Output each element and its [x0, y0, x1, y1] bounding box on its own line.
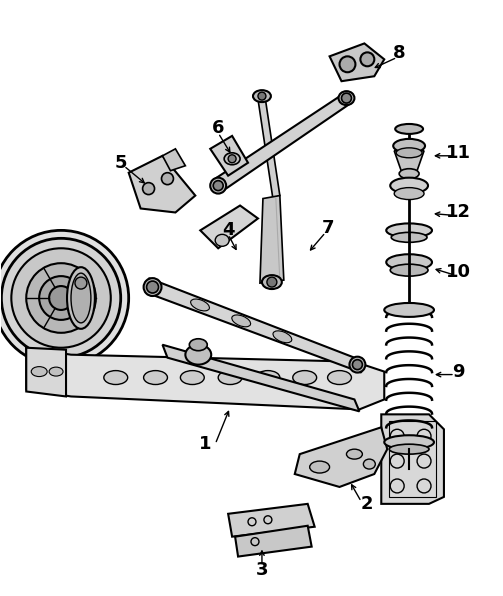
- Ellipse shape: [104, 371, 128, 384]
- Polygon shape: [381, 414, 444, 504]
- Ellipse shape: [395, 124, 423, 134]
- Ellipse shape: [391, 232, 427, 243]
- Polygon shape: [260, 195, 284, 283]
- Circle shape: [267, 277, 277, 287]
- Ellipse shape: [310, 461, 329, 473]
- Ellipse shape: [262, 275, 282, 289]
- Circle shape: [49, 286, 73, 310]
- Ellipse shape: [49, 367, 63, 376]
- Text: 12: 12: [446, 203, 471, 222]
- Ellipse shape: [396, 148, 422, 158]
- Circle shape: [161, 173, 174, 185]
- Circle shape: [12, 249, 111, 347]
- Polygon shape: [162, 149, 186, 170]
- Ellipse shape: [393, 139, 425, 153]
- Text: 3: 3: [256, 561, 268, 579]
- Ellipse shape: [273, 331, 292, 343]
- Polygon shape: [394, 151, 424, 170]
- Ellipse shape: [191, 299, 209, 311]
- Text: 8: 8: [393, 44, 405, 63]
- Circle shape: [75, 277, 87, 289]
- Polygon shape: [26, 347, 384, 409]
- Ellipse shape: [347, 449, 362, 459]
- Text: 5: 5: [115, 154, 127, 172]
- Ellipse shape: [390, 178, 428, 194]
- Circle shape: [143, 182, 154, 194]
- Circle shape: [228, 155, 236, 163]
- Ellipse shape: [386, 224, 432, 237]
- Polygon shape: [210, 136, 248, 176]
- Ellipse shape: [215, 234, 229, 246]
- Text: 9: 9: [453, 362, 465, 381]
- Circle shape: [353, 359, 362, 370]
- Polygon shape: [215, 93, 350, 193]
- Ellipse shape: [224, 153, 240, 164]
- Ellipse shape: [390, 264, 428, 276]
- Ellipse shape: [389, 444, 429, 454]
- Text: 11: 11: [446, 144, 471, 162]
- Text: 10: 10: [446, 263, 471, 281]
- Ellipse shape: [253, 90, 271, 102]
- Polygon shape: [295, 427, 387, 487]
- Ellipse shape: [189, 339, 207, 350]
- Text: 1: 1: [199, 435, 211, 453]
- Circle shape: [2, 238, 121, 358]
- Text: 2: 2: [361, 495, 374, 513]
- Ellipse shape: [181, 371, 204, 384]
- Ellipse shape: [384, 303, 434, 317]
- Circle shape: [258, 92, 266, 100]
- Circle shape: [39, 276, 83, 320]
- Ellipse shape: [67, 267, 95, 329]
- Ellipse shape: [31, 367, 47, 377]
- Circle shape: [342, 93, 352, 103]
- Circle shape: [26, 263, 96, 333]
- Polygon shape: [148, 278, 361, 372]
- Polygon shape: [129, 156, 195, 213]
- Polygon shape: [235, 526, 312, 557]
- Polygon shape: [228, 504, 315, 536]
- Polygon shape: [329, 44, 384, 81]
- Ellipse shape: [384, 435, 434, 449]
- Ellipse shape: [256, 371, 280, 384]
- Ellipse shape: [293, 371, 316, 384]
- Ellipse shape: [71, 273, 91, 323]
- Polygon shape: [26, 347, 66, 396]
- Circle shape: [340, 57, 356, 72]
- Circle shape: [360, 52, 374, 66]
- Polygon shape: [200, 206, 258, 249]
- Ellipse shape: [218, 371, 242, 384]
- Circle shape: [213, 181, 223, 191]
- Ellipse shape: [210, 178, 226, 194]
- Text: 7: 7: [321, 219, 334, 237]
- Ellipse shape: [143, 371, 167, 384]
- Ellipse shape: [339, 91, 355, 105]
- Ellipse shape: [143, 278, 161, 296]
- Ellipse shape: [394, 188, 424, 200]
- Ellipse shape: [232, 315, 250, 327]
- Circle shape: [146, 281, 158, 293]
- Ellipse shape: [386, 254, 432, 270]
- Text: 6: 6: [212, 119, 224, 137]
- Ellipse shape: [363, 459, 375, 469]
- Ellipse shape: [399, 169, 419, 179]
- Circle shape: [0, 231, 129, 365]
- Ellipse shape: [350, 356, 365, 372]
- Ellipse shape: [186, 344, 211, 365]
- Polygon shape: [258, 96, 280, 198]
- Text: 4: 4: [222, 221, 234, 240]
- Ellipse shape: [327, 371, 352, 384]
- Polygon shape: [162, 344, 360, 411]
